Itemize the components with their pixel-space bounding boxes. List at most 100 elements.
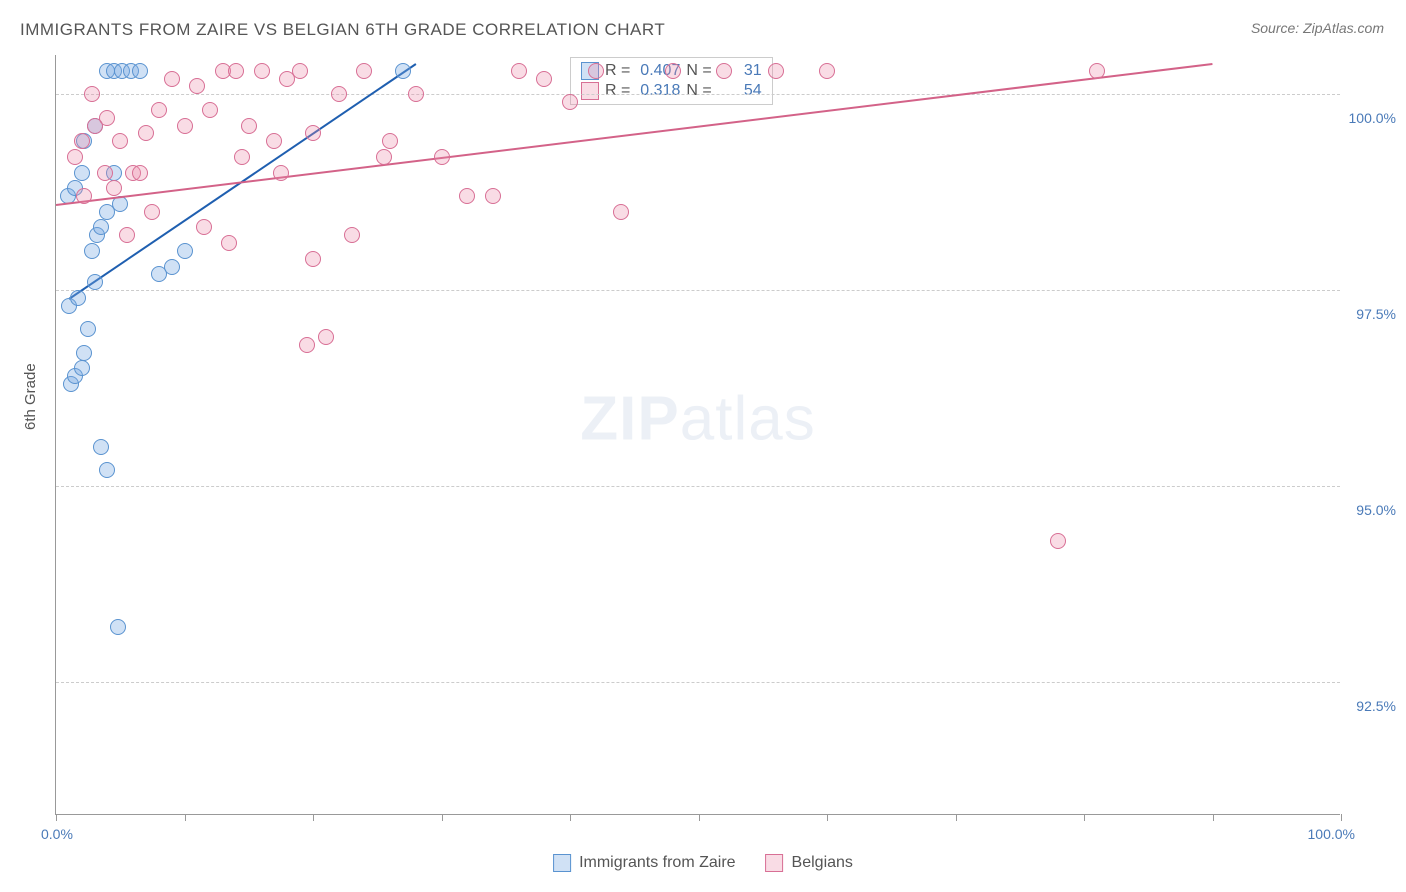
y-gridline bbox=[56, 682, 1340, 683]
watermark-bold: ZIP bbox=[580, 385, 679, 454]
scatter-point bbox=[665, 63, 681, 79]
x-tick bbox=[827, 814, 828, 821]
belgians-legend-swatch bbox=[766, 854, 784, 872]
scatter-point bbox=[241, 118, 257, 134]
y-gridline bbox=[56, 486, 1340, 487]
x-tick bbox=[313, 814, 314, 821]
scatter-point bbox=[144, 204, 160, 220]
scatter-point bbox=[266, 133, 282, 149]
y-tick-label: 97.5% bbox=[1346, 306, 1396, 322]
scatter-point bbox=[138, 125, 154, 141]
scatter-point bbox=[99, 110, 115, 126]
y-gridline bbox=[56, 290, 1340, 291]
scatter-point bbox=[202, 102, 218, 118]
scatter-point bbox=[112, 133, 128, 149]
scatter-point bbox=[177, 243, 193, 259]
scatter-point bbox=[408, 86, 424, 102]
scatter-point bbox=[97, 165, 113, 181]
scatter-point bbox=[459, 188, 475, 204]
legend-item-zaire: Immigrants from Zaire bbox=[553, 854, 735, 872]
scatter-point bbox=[1050, 533, 1066, 549]
belgians-r-value: 0.318 bbox=[636, 82, 680, 100]
scatter-point bbox=[562, 94, 578, 110]
scatter-point bbox=[382, 133, 398, 149]
watermark: ZIPatlas bbox=[580, 384, 815, 455]
source-attribution: Source: ZipAtlas.com bbox=[1251, 20, 1384, 36]
x-tick bbox=[1341, 814, 1342, 821]
scatter-point bbox=[331, 86, 347, 102]
scatter-point bbox=[99, 462, 115, 478]
r-label: R = bbox=[605, 82, 630, 100]
scatter-point bbox=[768, 63, 784, 79]
scatter-point bbox=[1089, 63, 1105, 79]
chart-legend: Immigrants from Zaire Belgians bbox=[553, 854, 853, 872]
scatter-point bbox=[67, 149, 83, 165]
scatter-point bbox=[110, 619, 126, 635]
x-tick bbox=[699, 814, 700, 821]
scatter-point bbox=[819, 63, 835, 79]
scatter-point bbox=[189, 78, 205, 94]
scatter-point bbox=[87, 274, 103, 290]
y-tick-label: 92.5% bbox=[1346, 698, 1396, 714]
scatter-point bbox=[299, 337, 315, 353]
scatter-point bbox=[84, 243, 100, 259]
scatter-point bbox=[74, 133, 90, 149]
scatter-point bbox=[273, 165, 289, 181]
scatter-point bbox=[80, 321, 96, 337]
scatter-point bbox=[84, 86, 100, 102]
scatter-point bbox=[434, 149, 450, 165]
scatter-point bbox=[588, 63, 604, 79]
y-tick-label: 95.0% bbox=[1346, 502, 1396, 518]
scatter-point bbox=[132, 165, 148, 181]
scatter-point bbox=[395, 63, 411, 79]
scatter-point bbox=[234, 149, 250, 165]
x-tick bbox=[956, 814, 957, 821]
scatter-point bbox=[305, 125, 321, 141]
scatter-point bbox=[74, 165, 90, 181]
scatter-point bbox=[76, 188, 92, 204]
scatter-point bbox=[344, 227, 360, 243]
x-tick bbox=[1084, 814, 1085, 821]
zaire-legend-label: Immigrants from Zaire bbox=[579, 854, 735, 872]
scatter-point bbox=[196, 219, 212, 235]
scatter-point bbox=[613, 204, 629, 220]
x-tick bbox=[1213, 814, 1214, 821]
watermark-light: atlas bbox=[680, 385, 816, 454]
scatter-point bbox=[151, 102, 167, 118]
y-tick-label: 100.0% bbox=[1346, 110, 1396, 126]
y-gridline bbox=[56, 94, 1340, 95]
scatter-point bbox=[132, 63, 148, 79]
n-label: N = bbox=[686, 62, 711, 80]
scatter-point bbox=[93, 219, 109, 235]
scatter-point bbox=[356, 63, 372, 79]
scatter-point bbox=[164, 71, 180, 87]
scatter-point bbox=[106, 180, 122, 196]
scatter-point bbox=[177, 118, 193, 134]
scatter-plot-area: ZIPatlas 0.0% 100.0% R = 0.407 N = 31 R … bbox=[55, 55, 1340, 815]
scatter-point bbox=[93, 439, 109, 455]
scatter-point bbox=[511, 63, 527, 79]
r-label: R = bbox=[605, 62, 630, 80]
scatter-point bbox=[376, 149, 392, 165]
x-tick bbox=[570, 814, 571, 821]
scatter-point bbox=[70, 290, 86, 306]
scatter-point bbox=[76, 345, 92, 361]
chart-title: IMMIGRANTS FROM ZAIRE VS BELGIAN 6TH GRA… bbox=[20, 20, 665, 40]
belgians-n-value: 54 bbox=[718, 82, 762, 100]
scatter-point bbox=[164, 259, 180, 275]
scatter-point bbox=[119, 227, 135, 243]
scatter-point bbox=[292, 63, 308, 79]
x-tick bbox=[442, 814, 443, 821]
zaire-legend-swatch bbox=[553, 854, 571, 872]
scatter-point bbox=[254, 63, 270, 79]
stats-row-belgians: R = 0.318 N = 54 bbox=[581, 82, 762, 100]
legend-item-belgians: Belgians bbox=[766, 854, 853, 872]
scatter-point bbox=[536, 71, 552, 87]
x-tick bbox=[185, 814, 186, 821]
belgians-swatch bbox=[581, 82, 599, 100]
scatter-point bbox=[74, 360, 90, 376]
x-tick bbox=[56, 814, 57, 821]
scatter-point bbox=[485, 188, 501, 204]
x-axis-end-label: 100.0% bbox=[1308, 826, 1355, 842]
scatter-point bbox=[318, 329, 334, 345]
